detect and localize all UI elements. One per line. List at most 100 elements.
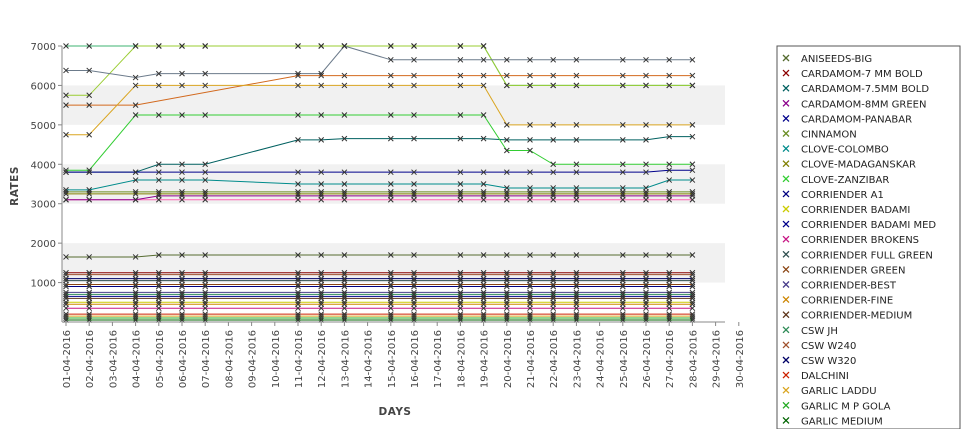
- data-point: [411, 301, 417, 308]
- legend-item: CORRIENDER A1: [782, 190, 884, 201]
- legend-item: CORRIENDER-MEDIUM: [782, 311, 912, 322]
- data-point: [86, 254, 93, 260]
- data-point: [155, 70, 162, 77]
- data-point: [341, 291, 348, 298]
- x-tick-label: 08-04-2016: [224, 330, 235, 388]
- data-point: [666, 167, 673, 174]
- data-point: [643, 161, 649, 168]
- data-point: [132, 169, 139, 176]
- data-point: [295, 82, 301, 89]
- data-point: [86, 281, 93, 288]
- data-point: [341, 252, 348, 258]
- data-point: [63, 167, 69, 174]
- data-point: [480, 135, 487, 142]
- data-point: [63, 281, 69, 288]
- legend-label: CORRIENDER BADAMI: [801, 205, 910, 216]
- data-point: [387, 252, 394, 258]
- x-tick-label: 18-04-2016: [456, 330, 467, 388]
- data-point: [132, 82, 139, 89]
- data-point: [179, 82, 185, 89]
- data-point: [619, 122, 626, 128]
- data-point: [132, 301, 139, 308]
- data-point: [63, 131, 69, 138]
- data-point: [503, 56, 510, 63]
- data-point: [457, 43, 464, 49]
- data-point: [179, 70, 185, 77]
- data-point: [411, 82, 417, 89]
- data-point: [550, 82, 557, 89]
- legend-marker: [782, 69, 790, 77]
- data-point: [86, 291, 93, 298]
- data-point: [387, 82, 394, 89]
- legend-marker: [782, 311, 790, 319]
- legend-item: CORRIENDER FULL GREEN: [782, 250, 933, 261]
- legend-label: GARLIC M P GOLA: [801, 401, 891, 412]
- data-point: [341, 112, 348, 118]
- data-point: [527, 252, 533, 258]
- data-point: [527, 275, 533, 282]
- data-point: [155, 177, 162, 183]
- data-point: [480, 252, 487, 258]
- data-point: [86, 301, 93, 308]
- data-point: [666, 56, 673, 63]
- x-tick-label: 14-04-2016: [364, 330, 375, 388]
- data-point: [295, 72, 301, 79]
- data-point: [689, 161, 696, 168]
- data-point: [666, 82, 673, 89]
- data-point: [550, 291, 557, 298]
- data-point: [573, 122, 580, 128]
- data-point: [503, 136, 510, 143]
- data-point: [480, 82, 487, 89]
- series: [63, 192, 696, 203]
- legend-item: CSW W240: [782, 341, 856, 352]
- data-point: [179, 191, 185, 197]
- data-point: [666, 133, 673, 140]
- data-point: [666, 72, 673, 79]
- legend-item: CARDAMOM-8MM GREEN: [782, 99, 926, 110]
- x-tick-label: 10-04-2016: [271, 330, 282, 388]
- legend-item: CORRIENDER BADAMI MED: [782, 220, 936, 231]
- data-point: [295, 301, 301, 308]
- data-point: [318, 181, 325, 187]
- data-point: [387, 291, 394, 298]
- data-point: [666, 122, 673, 128]
- data-point: [666, 252, 673, 258]
- data-point: [318, 301, 325, 308]
- data-point: [179, 43, 185, 49]
- x-tick-label: 23-04-2016: [572, 330, 583, 388]
- data-point: [132, 191, 139, 197]
- data-point: [387, 56, 394, 63]
- data-point: [689, 291, 696, 298]
- legend-label: CSW W240: [801, 341, 856, 352]
- unlabeled-series: [63, 43, 696, 81]
- data-point: [341, 301, 348, 308]
- data-point: [573, 161, 580, 168]
- data-point: [503, 122, 510, 128]
- legend-label: ANISEEDS-BIG: [801, 54, 872, 65]
- legend-label: CORRIENDER FULL GREEN: [801, 250, 933, 261]
- x-tick-label: 17-04-2016: [433, 330, 444, 388]
- legend-frame: [776, 45, 961, 429]
- data-point: [480, 291, 487, 298]
- data-point: [179, 169, 185, 176]
- data-point: [550, 122, 557, 128]
- legend-item: GARLIC MEDIUM: [782, 416, 883, 427]
- data-point: [550, 161, 557, 168]
- series: [63, 269, 696, 276]
- data-point: [666, 291, 673, 298]
- data-point: [619, 136, 626, 143]
- legend-marker: [782, 356, 790, 364]
- data-point: [689, 275, 696, 282]
- data-point: [411, 112, 417, 118]
- data-point: [318, 291, 325, 298]
- data-point: [643, 191, 649, 197]
- legend-marker: [782, 386, 790, 394]
- data-point: [457, 252, 464, 258]
- data-point: [643, 56, 649, 63]
- data-point: [387, 72, 394, 79]
- data-point: [550, 56, 557, 63]
- x-tick-label: 07-04-2016: [201, 330, 212, 388]
- legend-item: CLOVE-COLOMBO: [782, 145, 889, 156]
- legend-label: CARDAMOM-7.5MM BOLD: [801, 84, 929, 95]
- data-point: [457, 281, 464, 288]
